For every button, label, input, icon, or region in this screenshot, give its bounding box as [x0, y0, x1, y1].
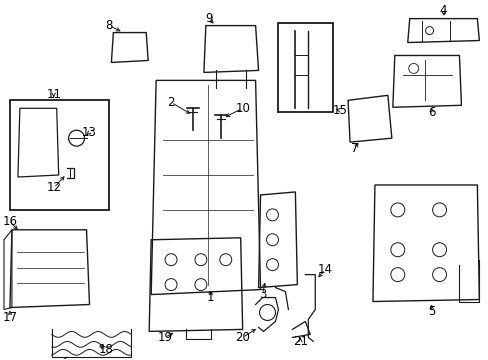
Text: 15: 15: [332, 104, 347, 117]
Text: 3: 3: [258, 288, 265, 301]
Text: 5: 5: [427, 305, 434, 318]
Text: 17: 17: [2, 311, 18, 324]
Text: 16: 16: [2, 215, 18, 228]
Text: 2: 2: [167, 96, 174, 109]
Text: 20: 20: [235, 331, 249, 344]
Bar: [10, 100, 109, 210]
Text: 21: 21: [292, 335, 307, 348]
Text: 18: 18: [99, 343, 114, 356]
Text: 9: 9: [204, 12, 212, 25]
Text: 7: 7: [350, 141, 358, 155]
Bar: [278, 23, 332, 112]
Text: 1: 1: [206, 291, 214, 304]
Text: 19: 19: [157, 331, 172, 344]
Text: 12: 12: [46, 181, 61, 194]
Text: 11: 11: [46, 88, 61, 101]
Text: 14: 14: [317, 263, 332, 276]
Text: 4: 4: [439, 4, 447, 17]
Text: 8: 8: [105, 19, 113, 32]
Text: 6: 6: [427, 106, 434, 119]
Text: 13: 13: [82, 126, 97, 139]
Text: 10: 10: [235, 102, 249, 115]
